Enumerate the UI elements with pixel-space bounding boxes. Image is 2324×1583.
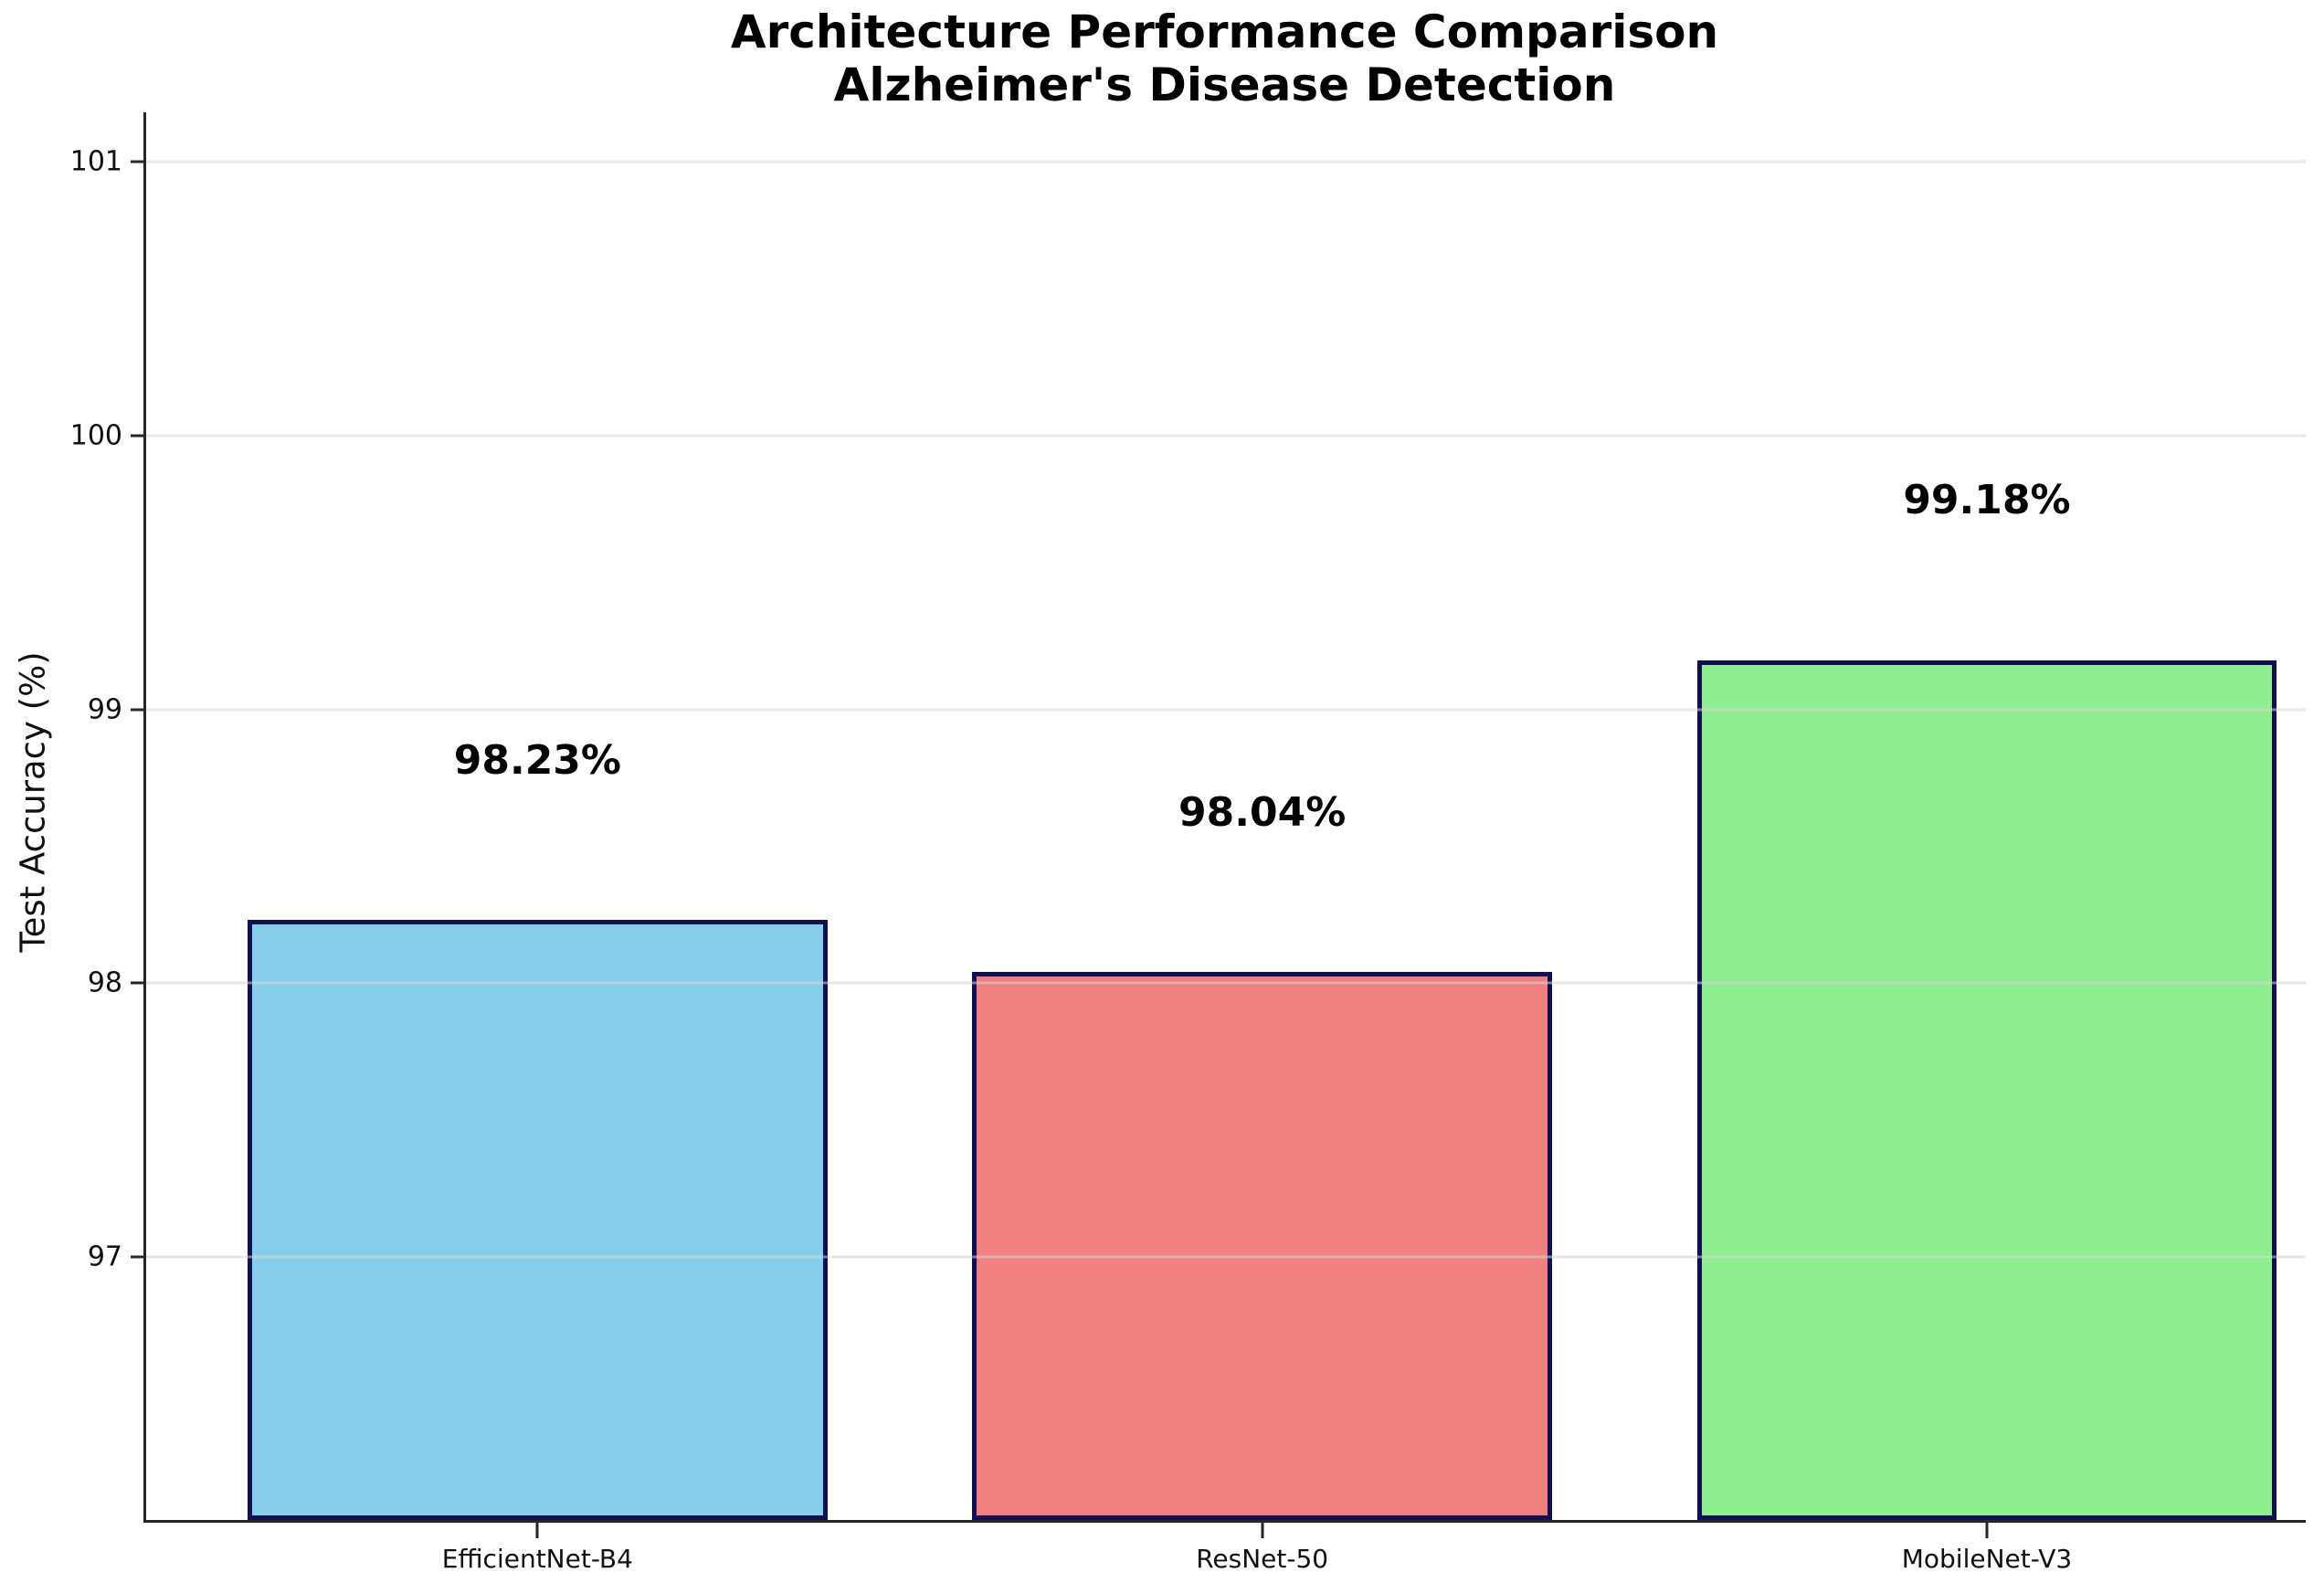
bar-value-label-resnet-50: 98.04% [1178, 788, 1347, 836]
y-tick-label-99: 99 [87, 693, 122, 726]
bar-resnet-50 [972, 972, 1552, 1520]
bar-mobilenet-v3 [1696, 660, 2277, 1520]
gridline-100 [146, 434, 2306, 438]
bar-value-label-efficientnet-b4: 98.23% [453, 736, 622, 784]
y-tick-label-97: 97 [87, 1240, 122, 1273]
y-axis-label: Test Accuracy (%) [13, 651, 53, 953]
chart-title-block: Architecture Performance Comparison Alzh… [143, 5, 2306, 111]
plot-area: 97 98 99 100 101 98.23% EfficientNet-B4 98.04% R… [70, 112, 2306, 1574]
y-tick-mark-100 [131, 434, 143, 438]
x-tick-mark-efficientnet-b4 [535, 1523, 539, 1538]
gridline-97 [146, 1255, 2306, 1259]
bar-efficientnet-b4 [248, 920, 828, 1520]
y-tick-mark-97 [131, 1255, 143, 1259]
y-tick-mark-99 [131, 708, 143, 712]
gridline-101 [146, 160, 2306, 164]
gridline-98 [146, 981, 2306, 985]
y-tick-mark-101 [131, 160, 143, 164]
y-tick-label-101: 101 [69, 145, 122, 178]
chart-subtitle: Alzheimer's Disease Detection [833, 58, 1616, 111]
y-tick-label-100: 100 [69, 419, 122, 452]
chart-title: Architecture Performance Comparison [730, 5, 1719, 58]
gridline-99 [146, 708, 2306, 712]
x-tick-label-resnet-50: ResNet-50 [1196, 1544, 1329, 1574]
x-tick-mark-mobilenet-v3 [1985, 1523, 1989, 1538]
x-tick-mark-resnet-50 [1261, 1523, 1264, 1538]
y-tick-mark-98 [131, 981, 143, 985]
x-tick-label-efficientnet-b4: EfficientNet-B4 [441, 1544, 633, 1574]
x-tick-label-mobilenet-v3: MobileNet-V3 [1901, 1544, 2073, 1574]
bar-value-label-mobilenet-v3: 99.18% [1903, 476, 2071, 523]
y-tick-label-98: 98 [87, 966, 122, 999]
